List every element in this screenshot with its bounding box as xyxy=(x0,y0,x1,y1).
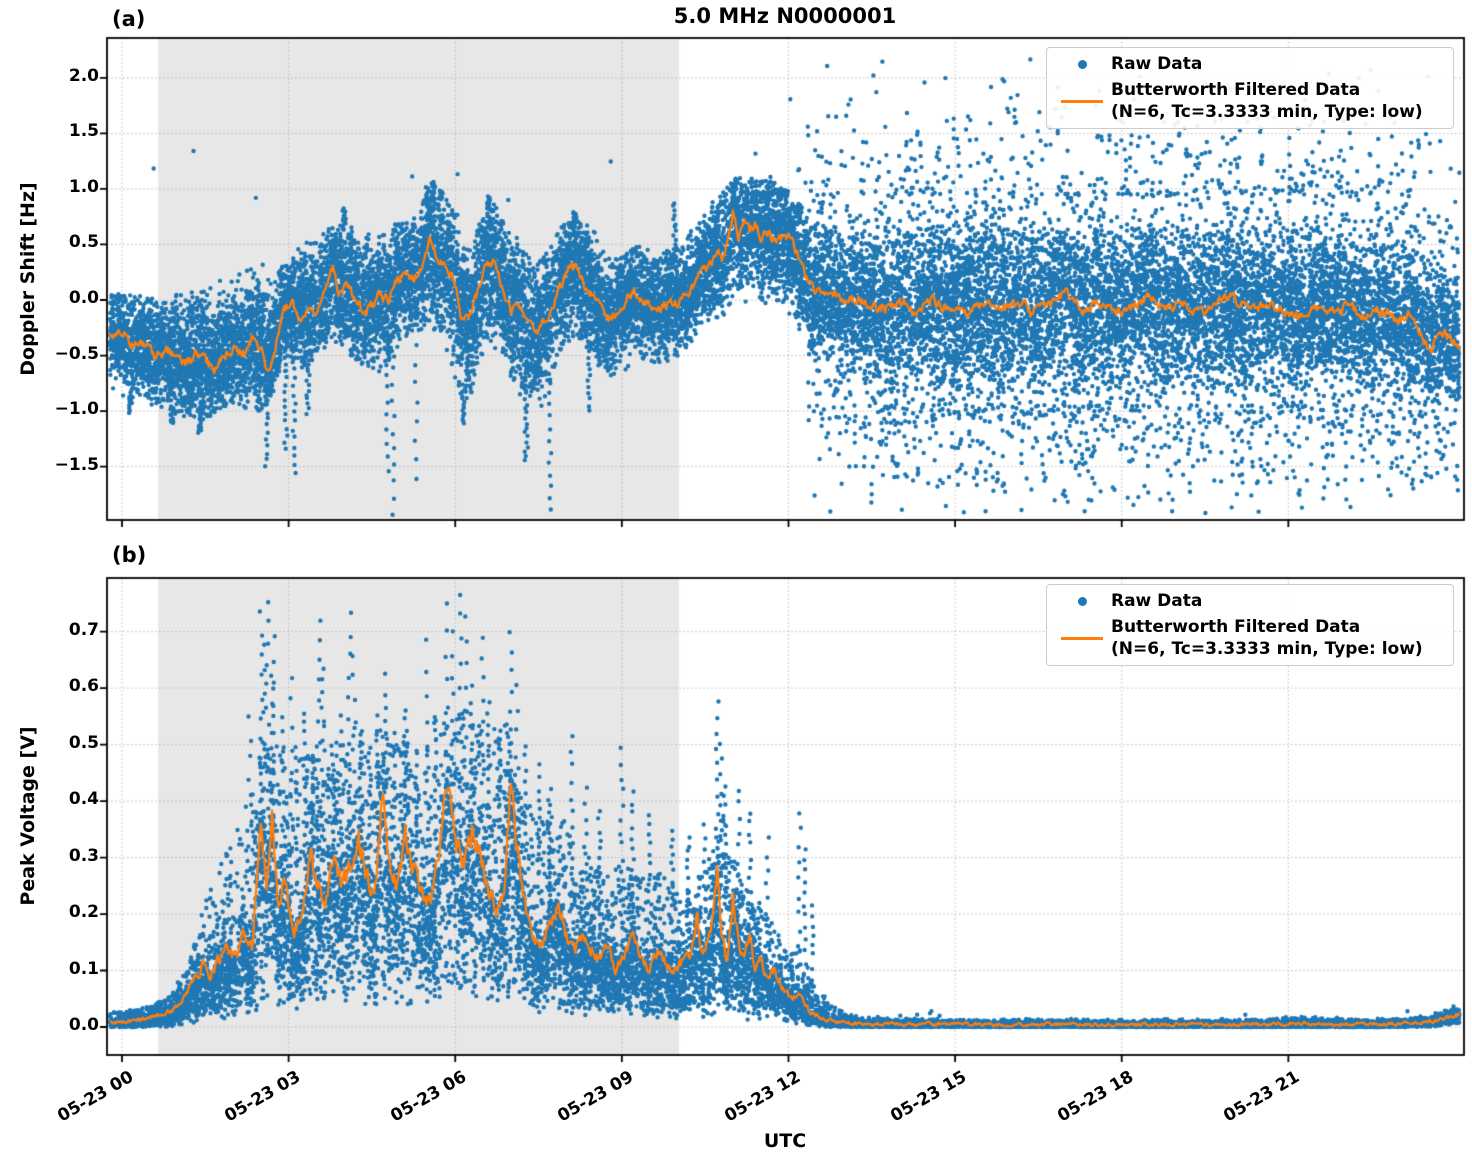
y-tick-label-a: 1.5 xyxy=(68,121,99,142)
legend-filtered-label: Butterworth Filtered Data xyxy=(1111,617,1361,637)
legend-raw-label: Raw Data xyxy=(1111,54,1203,74)
y-tick-label-b: 0.4 xyxy=(68,789,99,810)
legend-a: Raw Data Butterworth Filtered Data (N=6,… xyxy=(1046,47,1454,129)
y-axis-label-b: Peak Voltage [V] xyxy=(17,726,39,906)
y-tick-label-a: −1.5 xyxy=(54,454,99,475)
legend-filtered-params: (N=6, Tc=3.3333 min, Type: low) xyxy=(1111,102,1423,122)
legend-raw-label: Raw Data xyxy=(1111,591,1203,611)
y-tick-label-a: −0.5 xyxy=(54,343,99,364)
y-tick-label-a: 0.5 xyxy=(68,232,99,253)
legend-b: Raw Data Butterworth Filtered Data (N=6,… xyxy=(1046,584,1454,666)
legend-filtered-entry: Butterworth Filtered Data (N=6, Tc=3.333… xyxy=(1053,616,1445,660)
y-tick-label-b: 0.7 xyxy=(68,619,99,640)
y-axis-label-a: Doppler Shift [Hz] xyxy=(17,182,39,376)
legend-filtered-params: (N=6, Tc=3.3333 min, Type: low) xyxy=(1111,639,1423,659)
y-tick-label-a: 1.0 xyxy=(68,176,99,197)
x-axis-label: UTC xyxy=(763,1130,807,1152)
y-tick-label-a: 2.0 xyxy=(68,65,99,86)
panel-a-tag: (a) xyxy=(112,7,146,31)
raw-data-marker-icon xyxy=(1053,596,1111,606)
y-tick-label-a: 0.0 xyxy=(68,288,99,308)
y-tick-label-b: 0.1 xyxy=(68,958,99,979)
y-tick-label-a: −1.0 xyxy=(54,399,99,420)
legend-filtered-label: Butterworth Filtered Data xyxy=(1111,80,1361,100)
legend-raw-entry: Raw Data xyxy=(1053,53,1445,75)
filtered-line-marker-icon xyxy=(1053,636,1111,640)
y-tick-label-b: 0.0 xyxy=(68,1015,99,1035)
y-tick-label-b: 0.6 xyxy=(68,676,99,697)
y-tick-label-b: 0.3 xyxy=(68,845,99,866)
raw-data-marker-icon xyxy=(1053,59,1111,69)
page-title: 5.0 MHz N0000001 xyxy=(673,4,897,28)
legend-raw-entry: Raw Data xyxy=(1053,590,1445,612)
filtered-line-marker-icon xyxy=(1053,99,1111,103)
y-tick-label-b: 0.2 xyxy=(68,902,99,923)
y-tick-label-b: 0.5 xyxy=(68,732,99,753)
legend-filtered-entry: Butterworth Filtered Data (N=6, Tc=3.333… xyxy=(1053,79,1445,123)
panel-b-tag: (b) xyxy=(112,543,147,567)
